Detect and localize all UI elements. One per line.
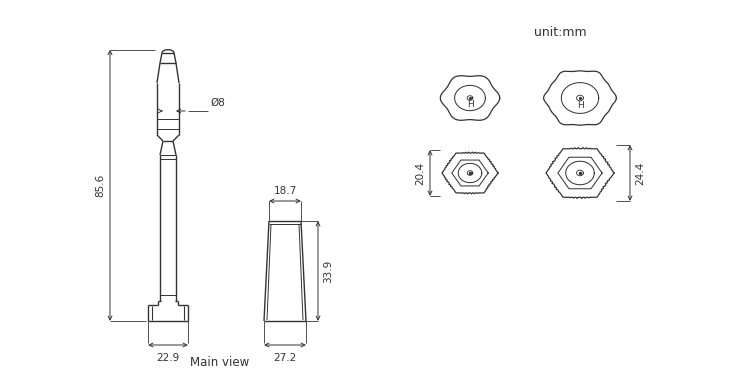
Text: H: H: [466, 100, 473, 109]
Text: 27.2: 27.2: [273, 353, 296, 363]
Text: Main view: Main view: [190, 357, 250, 370]
Text: 24.4: 24.4: [635, 161, 645, 185]
Text: H: H: [577, 101, 584, 110]
Text: unit:mm: unit:mm: [534, 26, 586, 39]
Text: 22.9: 22.9: [156, 353, 180, 363]
Text: 85.6: 85.6: [95, 174, 105, 197]
Text: Ø8: Ø8: [210, 98, 225, 108]
Text: 33.9: 33.9: [323, 259, 333, 283]
Text: 18.7: 18.7: [273, 186, 296, 196]
Text: 20.4: 20.4: [415, 162, 425, 185]
